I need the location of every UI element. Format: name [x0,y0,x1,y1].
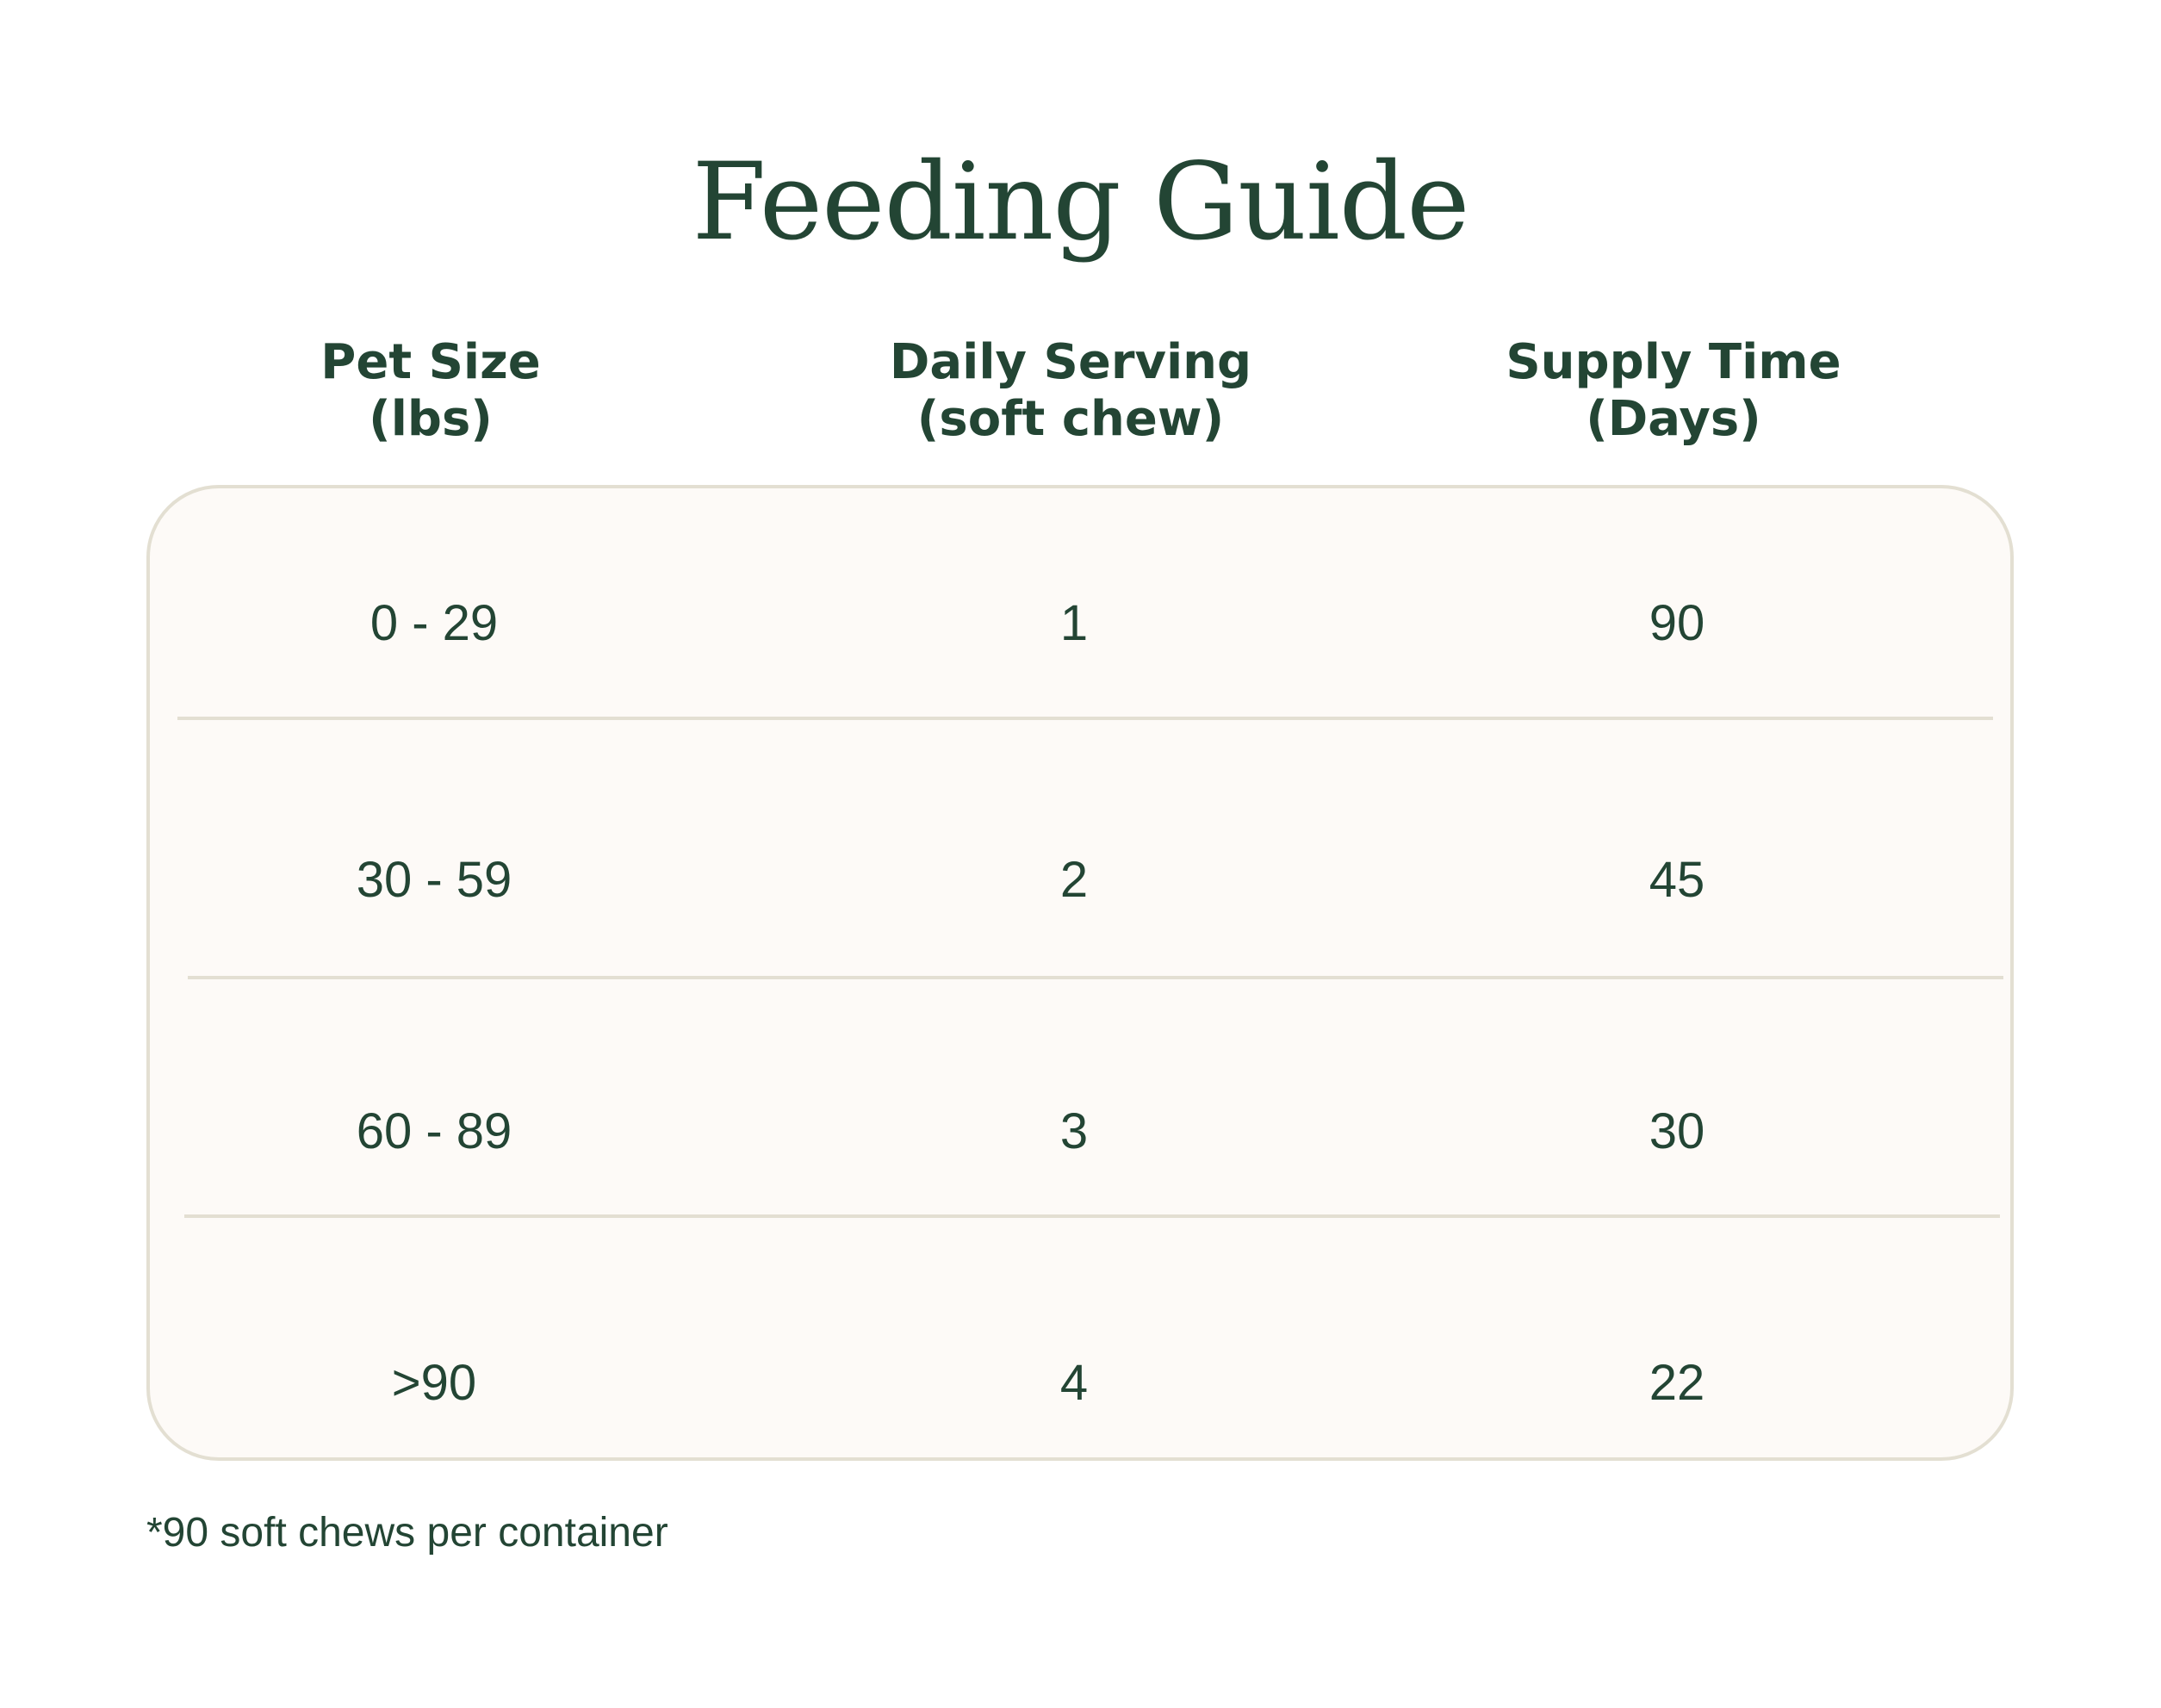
table-cell-daily-serving: 2 [1059,852,1089,908]
table-cell-supply-time: 90 [1649,595,1705,651]
table-cell-pet-size: 0 - 29 [369,595,499,651]
column-header-label: Supply Time [1506,334,1841,390]
table-cell-supply-time: 30 [1649,1103,1705,1159]
table-cell-daily-serving: 3 [1059,1103,1089,1159]
feeding-table: 0 - 29 1 90 30 - 59 2 45 60 - 89 3 30 >9… [146,485,2014,1461]
column-header-unit: (soft chew) [916,391,1225,447]
column-header-label: Daily Serving [889,334,1252,390]
column-header-supply-time: Supply Time (Days) [1372,334,1975,448]
column-header-unit: (lbs) [369,391,493,447]
table-cell-pet-size: 60 - 89 [356,1103,512,1159]
table-cell-supply-time: 45 [1649,852,1705,908]
column-header-pet-size: Pet Size (lbs) [129,334,732,448]
column-header-label: Pet Size [320,334,541,390]
page-title: Feeding Guide [692,140,1469,264]
table-cell-daily-serving: 4 [1059,1355,1089,1411]
row-divider [188,976,2003,979]
column-header-daily-serving: Daily Serving (soft chew) [769,334,1372,448]
table-cell-pet-size: 30 - 59 [356,852,512,908]
table-cell-pet-size: >90 [391,1355,477,1411]
footnote: *90 soft chews per container [146,1510,668,1556]
table-cell-daily-serving: 1 [1059,595,1089,651]
column-header-unit: (Days) [1586,391,1761,447]
table-cell-supply-time: 22 [1649,1355,1705,1411]
row-divider [184,1214,2000,1218]
row-divider [177,717,1993,720]
